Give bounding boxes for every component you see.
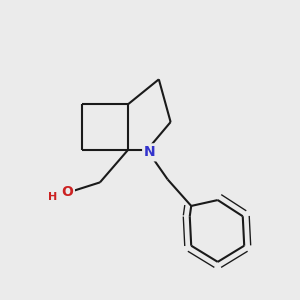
Text: H: H bbox=[48, 192, 57, 202]
Text: O: O bbox=[61, 185, 73, 199]
Text: N: N bbox=[144, 146, 156, 159]
